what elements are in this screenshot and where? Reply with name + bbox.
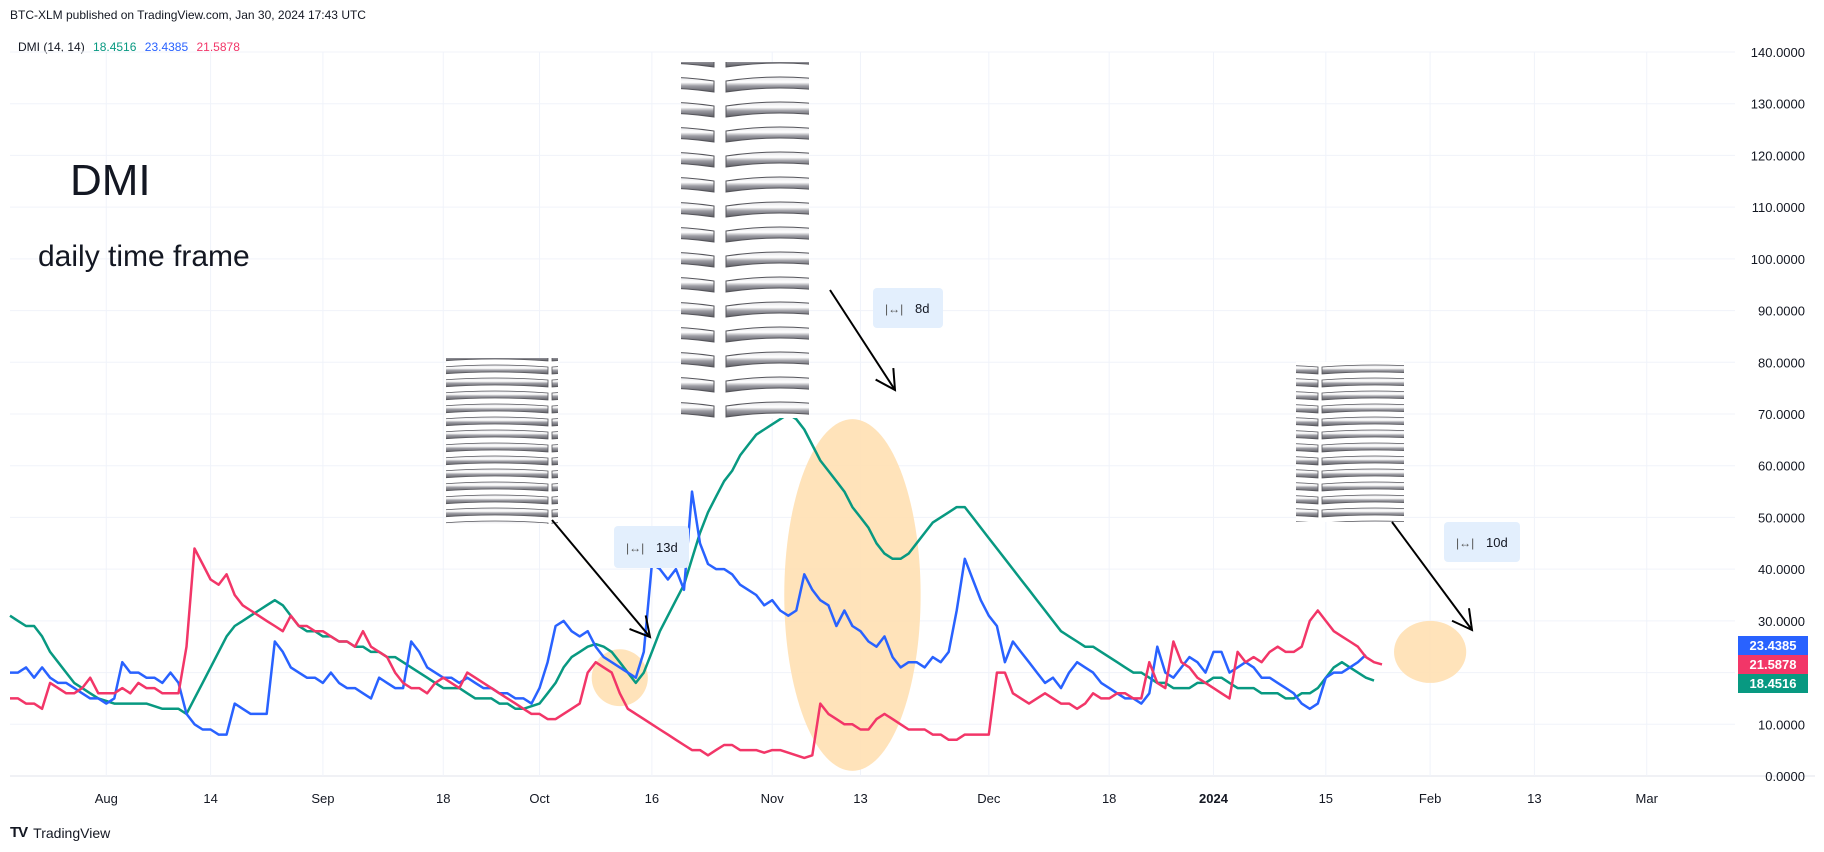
x-tick-label: 18	[436, 791, 450, 806]
arrow-head-icon	[875, 367, 897, 392]
tradingview-footer[interactable]: TV TradingView	[10, 824, 110, 841]
y-tick-label: 30.0000	[1758, 614, 1805, 629]
y-tick-label: 70.0000	[1758, 407, 1805, 422]
indicator-legend[interactable]: DMI (14, 14) 18.4516 23.4385 21.5878	[18, 40, 245, 54]
x-tick-label: Dec	[977, 791, 1001, 806]
footer-brand: TradingView	[33, 824, 111, 841]
x-axis[interactable]: Aug 14 Sep 18 Oct 16 Nov 13 Dec 18 2024 15 Feb 13 Mar	[95, 791, 1659, 806]
y-tick-label: 50.0000	[1758, 510, 1805, 525]
spring-left-image	[446, 358, 558, 524]
x-tick-label: Mar	[1636, 791, 1659, 806]
x-tick-label: 16	[645, 791, 659, 806]
x-tick-label: Sep	[311, 791, 334, 806]
y-tick-label: 100.0000	[1751, 252, 1805, 267]
x-tick-label: Oct	[529, 791, 550, 806]
indicator-name: DMI (14, 14)	[18, 40, 85, 54]
x-tick-label: 2024	[1199, 791, 1229, 806]
y-tick-label: 10.0000	[1758, 717, 1805, 732]
y-tick-label: 120.0000	[1751, 148, 1805, 163]
x-tick-label: 18	[1102, 791, 1116, 806]
note-title: DMI	[70, 156, 151, 205]
range-measure-icon: |↔|	[885, 302, 903, 316]
measure-badge[interactable]: |↔| 13d	[614, 526, 689, 568]
spring-right-image	[1296, 362, 1404, 522]
adx-value: 18.4516	[93, 40, 137, 54]
measure-badge-label: 8d	[915, 301, 929, 316]
svg-text:21.5878: 21.5878	[1750, 657, 1797, 672]
annotation-arrow-line	[551, 519, 651, 638]
arrow-head-icon	[629, 615, 652, 639]
note-subtitle: daily time frame	[38, 240, 250, 273]
series-line-minusdi[interactable]	[10, 547, 1383, 760]
measure-badges[interactable]: |↔| 8d |↔| 13d |↔| 10d	[614, 288, 1520, 568]
annotation-arrows	[551, 289, 1474, 639]
y-tick-label: 0.0000	[1765, 769, 1805, 784]
x-tick-label: Aug	[95, 791, 118, 806]
x-tick-label: Nov	[761, 791, 785, 806]
annotation-arrow-line	[829, 289, 896, 391]
y-tick-label: 90.0000	[1758, 304, 1805, 319]
x-tick-label: Feb	[1419, 791, 1441, 806]
spring-large-image	[681, 62, 809, 418]
highlight-ellipse	[591, 649, 648, 707]
svg-text:23.4385: 23.4385	[1750, 638, 1797, 653]
publish-info: BTC-XLM published on TradingView.com, Ja…	[10, 8, 366, 22]
measure-badge[interactable]: |↔| 8d	[873, 288, 943, 328]
y-tick-label: 80.0000	[1758, 355, 1805, 370]
range-measure-icon: |↔|	[1456, 536, 1474, 550]
x-tick-label: 13	[853, 791, 867, 806]
annotation-arrow-line	[1391, 521, 1473, 631]
measure-badge-label: 10d	[1486, 535, 1508, 550]
y-tick-label: 140.0000	[1751, 45, 1805, 60]
last-value-tag: 23.4385	[1738, 636, 1808, 655]
svg-text:18.4516: 18.4516	[1750, 676, 1797, 691]
y-tick-label: 60.0000	[1758, 459, 1805, 474]
x-tick-label: 13	[1527, 791, 1541, 806]
plus-di-value: 23.4385	[144, 40, 189, 54]
last-value-tag: 18.4516	[1738, 674, 1808, 693]
y-tick-label: 110.0000	[1752, 200, 1805, 215]
last-value-tag: 21.5878	[1738, 655, 1808, 674]
tradingview-logo-icon: TV	[10, 824, 28, 841]
range-measure-icon: |↔|	[626, 541, 644, 555]
x-tick-label: 15	[1319, 791, 1333, 806]
y-tick-label: 40.0000	[1758, 562, 1805, 577]
highlight-ellipse	[1394, 620, 1467, 683]
last-value-tags: 23.4385 21.5878 18.4516	[1738, 636, 1808, 693]
y-tick-label: 130.0000	[1751, 97, 1805, 112]
measure-badge-label: 13d	[656, 540, 678, 555]
highlight-ellipse	[784, 419, 921, 771]
spring-images	[446, 62, 1404, 524]
minus-di-value: 21.5878	[196, 40, 240, 54]
highlight-zones	[591, 419, 1467, 771]
arrow-head-icon	[1451, 608, 1474, 632]
x-tick-label: 14	[203, 791, 217, 806]
measure-badge[interactable]: |↔| 10d	[1444, 522, 1520, 562]
